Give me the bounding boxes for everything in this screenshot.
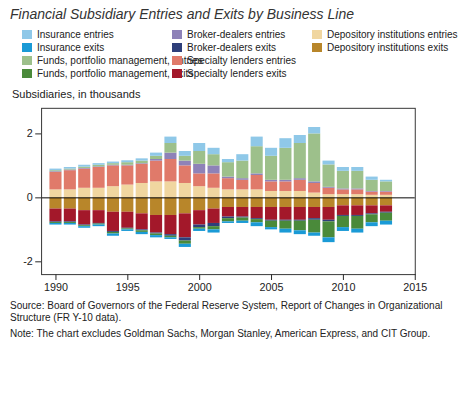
svg-text:0: 0 xyxy=(27,191,33,203)
html-text:Subsidiaries, in thousands: Subsidiaries, in thousands xyxy=(12,88,141,100)
html-text:Specialty lenders entries: Specialty lenders entries xyxy=(187,55,296,66)
svg-text:2010: 2010 xyxy=(331,281,355,293)
svg-text:2: 2 xyxy=(27,127,33,139)
html-text:Funds, portfolio management, e: Funds, portfolio management, entries xyxy=(37,55,203,66)
svg-text:1995: 1995 xyxy=(116,281,140,293)
html-text:Funds, portfolio management, e: Funds, portfolio management, exits xyxy=(37,68,194,79)
html-text:Broker-dealers entries: Broker-dealers entries xyxy=(187,29,286,40)
svg-text:-2: -2 xyxy=(23,255,33,267)
svg-text:2005: 2005 xyxy=(260,281,284,293)
svg-text:1990: 1990 xyxy=(44,281,68,293)
html-text:Insurance entries: Insurance entries xyxy=(37,29,114,40)
html-text:Source: Board of Governors of: Source: Board of Governors of the Federa… xyxy=(10,299,443,323)
html-text:Note: The chart excludes Goldm: Note: The chart excludes Goldman Sachs, … xyxy=(10,327,431,339)
html-text:Depository institutions entrie: Depository institutions entries xyxy=(327,29,458,40)
html-text:Insurance exits: Insurance exits xyxy=(37,42,105,53)
svg-text:2015: 2015 xyxy=(403,281,427,293)
svg-text:2000: 2000 xyxy=(188,281,212,293)
html-text:Financial Subsidiary Entries a: Financial Subsidiary Entries and Exits b… xyxy=(10,6,354,22)
html-text:Broker-dealers exits: Broker-dealers exits xyxy=(187,42,276,53)
html-text:Depository institutions exits: Depository institutions exits xyxy=(327,42,449,53)
html-text:Specialty lenders exits: Specialty lenders exits xyxy=(187,68,287,79)
